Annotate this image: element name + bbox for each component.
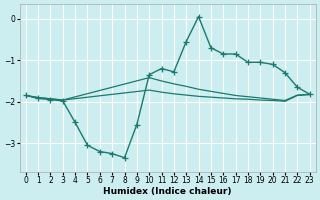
X-axis label: Humidex (Indice chaleur): Humidex (Indice chaleur) xyxy=(103,187,232,196)
